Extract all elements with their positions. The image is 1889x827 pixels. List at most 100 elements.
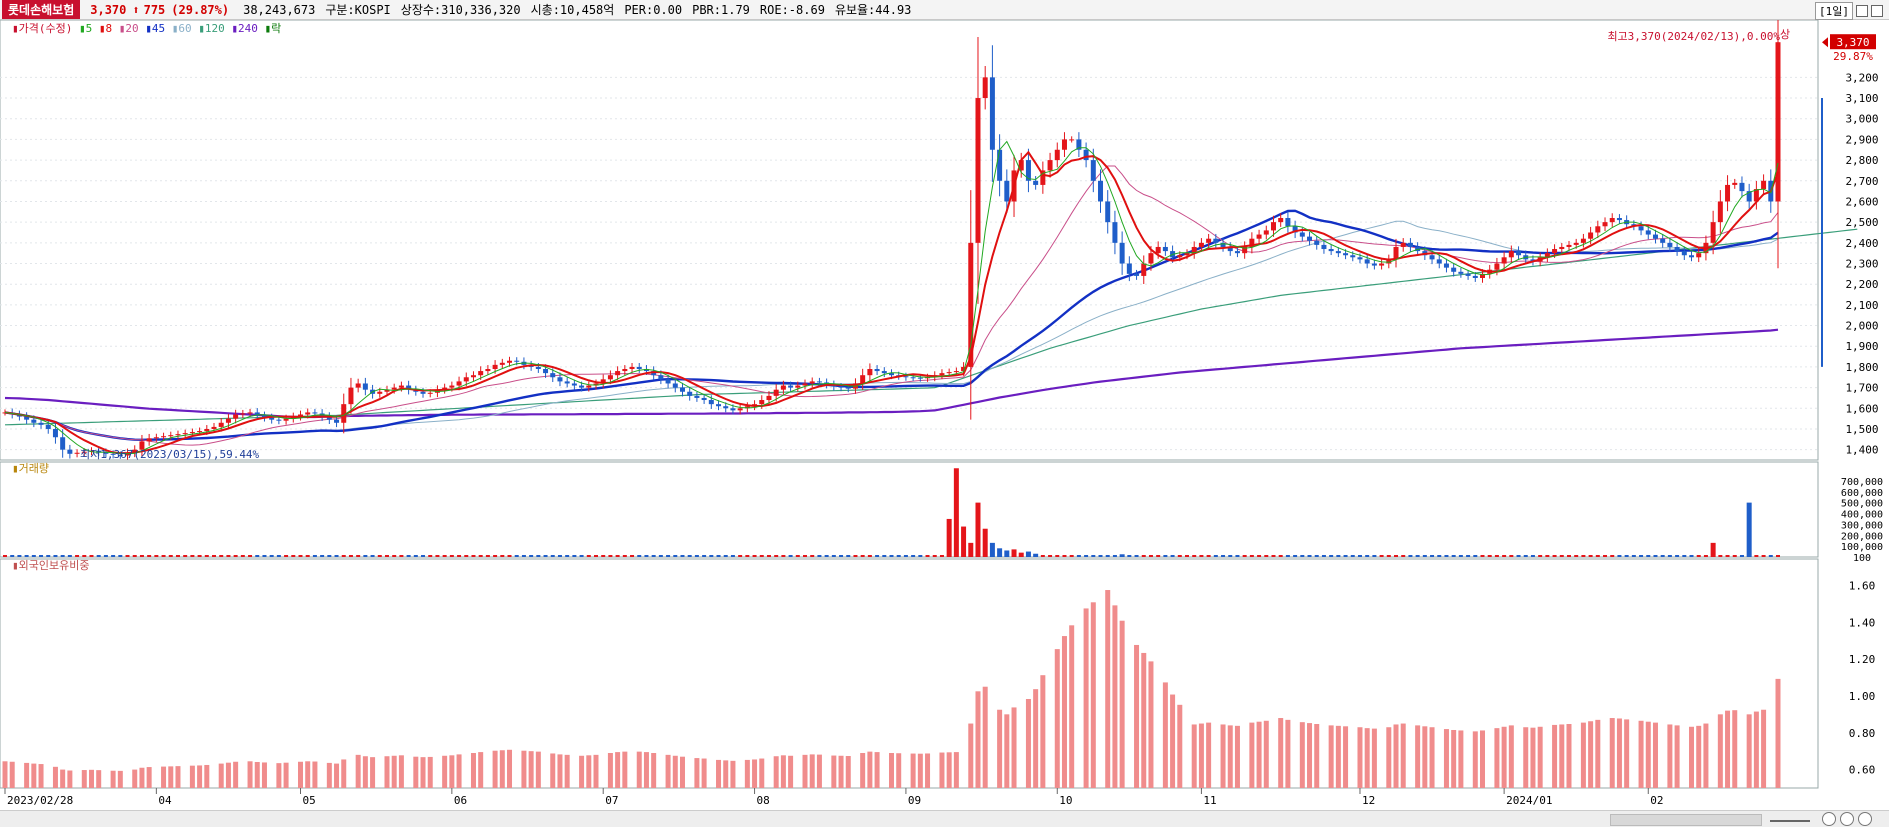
volume-bar — [493, 555, 498, 557]
volume-bar — [1307, 555, 1312, 557]
candle-body — [1725, 184, 1731, 202]
foreign-bar — [694, 758, 700, 788]
candle-body — [1155, 246, 1161, 254]
volume-bar — [485, 555, 490, 557]
volume-bar — [1372, 555, 1377, 557]
foreign-bar — [146, 767, 152, 788]
volume-bar — [1177, 555, 1182, 557]
stock-name[interactable]: 롯데손해보험 — [2, 0, 81, 19]
foreign-bar — [398, 755, 404, 788]
volume-bar — [435, 555, 440, 557]
foreign-bar — [1177, 704, 1183, 788]
volume-bar — [24, 555, 29, 557]
foreign-bar — [442, 755, 448, 788]
volume-bar — [197, 555, 202, 557]
candle-body — [478, 371, 484, 376]
foreign-bar — [1609, 718, 1615, 788]
volume-bar — [1494, 555, 1499, 557]
volume-bar — [824, 555, 829, 557]
close-icon[interactable] — [1871, 5, 1883, 17]
volume-bar — [1639, 555, 1644, 557]
candle-body — [708, 400, 714, 405]
candle-body — [1054, 149, 1060, 161]
period-selector[interactable]: [1일] — [1815, 2, 1853, 20]
foreign-bar — [1393, 724, 1399, 788]
foreign-bar — [1761, 709, 1767, 788]
candle-body — [117, 454, 123, 456]
foreign-bar — [449, 755, 455, 788]
limit-up-mark: 상 — [1780, 28, 1790, 41]
foreign-bar — [845, 756, 851, 788]
candle-body — [1234, 251, 1240, 254]
volume-bar — [932, 555, 937, 557]
foreign-bar — [67, 770, 73, 788]
price-tick-label-9: 2,300 — [1845, 258, 1878, 271]
volume-bar — [1329, 555, 1334, 557]
chart-area[interactable]: 1,400 1,500 1,600 1,700 1,800 1,900 2,000 2,100… — [0, 20, 1889, 810]
volume-bar — [730, 555, 735, 557]
volume-bar — [111, 555, 116, 557]
candle-body — [168, 435, 174, 437]
foreign-bar — [1775, 678, 1781, 788]
volume-spike-bar-0 — [946, 518, 952, 557]
foreign-bar — [1357, 727, 1363, 788]
restore-icon[interactable] — [1856, 5, 1868, 17]
horizontal-scrollbar[interactable] — [0, 810, 1889, 827]
candle-body — [261, 415, 267, 418]
foreign-bar — [831, 755, 837, 788]
candle-body — [189, 432, 195, 434]
price-tick-label-15: 2,900 — [1845, 133, 1878, 146]
foreign-bar — [60, 769, 66, 788]
foreign-bar — [139, 767, 145, 788]
candle-body — [665, 379, 671, 384]
candle-body — [780, 385, 786, 390]
volume-bar — [1653, 555, 1658, 557]
candle-body — [1696, 253, 1702, 258]
candle-body — [1148, 253, 1154, 264]
candle-body — [1602, 222, 1608, 227]
volume-spike-bar-3 — [968, 542, 974, 557]
volume-bar — [803, 555, 808, 557]
volume-bar — [630, 555, 635, 557]
candle-body — [38, 422, 44, 425]
candle-body — [1069, 139, 1075, 141]
candle-body — [723, 406, 729, 409]
ma8-line — [4, 150, 1779, 455]
foreign-bar — [838, 755, 844, 788]
volume-bar — [1076, 555, 1081, 557]
foreign-bar — [1054, 649, 1060, 788]
zoom-in-icon[interactable] — [1840, 812, 1854, 826]
foreign-bar — [1234, 725, 1240, 788]
volume-bar — [1725, 555, 1730, 557]
candle-body — [651, 371, 657, 376]
x-tick-label-2: 05 — [303, 794, 316, 807]
candle-body — [766, 395, 772, 401]
foreign-bar — [579, 755, 585, 788]
volume-bar — [305, 555, 310, 557]
foreign-bar — [276, 763, 282, 788]
zoom-reset-icon[interactable] — [1858, 812, 1872, 826]
legend-entry-8: ▮락 — [258, 22, 281, 35]
overview-slider[interactable] — [1770, 814, 1810, 822]
candle-body — [1429, 255, 1435, 260]
foreign-bar — [1335, 725, 1341, 788]
price-change: 775 — [143, 2, 166, 17]
volume-bar — [1321, 555, 1326, 557]
volume-bar — [1566, 555, 1571, 557]
volume-bar — [471, 555, 476, 557]
scrollbar-thumb[interactable] — [1610, 814, 1762, 826]
candle-body — [1278, 218, 1284, 223]
volume-tick-label-4: 400,000 — [1841, 510, 1883, 521]
foreign-bar — [528, 751, 534, 788]
candle-body — [420, 391, 426, 394]
price-pane: 1,400 1,500 1,600 1,700 1,800 1,900 2,000 2,100… — [0, 20, 1879, 461]
candle-body — [499, 362, 505, 365]
volume-bar — [622, 555, 627, 557]
volume-bar — [1660, 555, 1665, 557]
foreign-bar — [168, 766, 174, 788]
volume-spike-bar-15 — [1746, 502, 1752, 557]
zoom-out-icon[interactable] — [1822, 812, 1836, 826]
price-tick-label-12: 2,600 — [1845, 195, 1878, 208]
foreign-bar — [816, 754, 822, 788]
volume-bar — [1264, 555, 1269, 557]
